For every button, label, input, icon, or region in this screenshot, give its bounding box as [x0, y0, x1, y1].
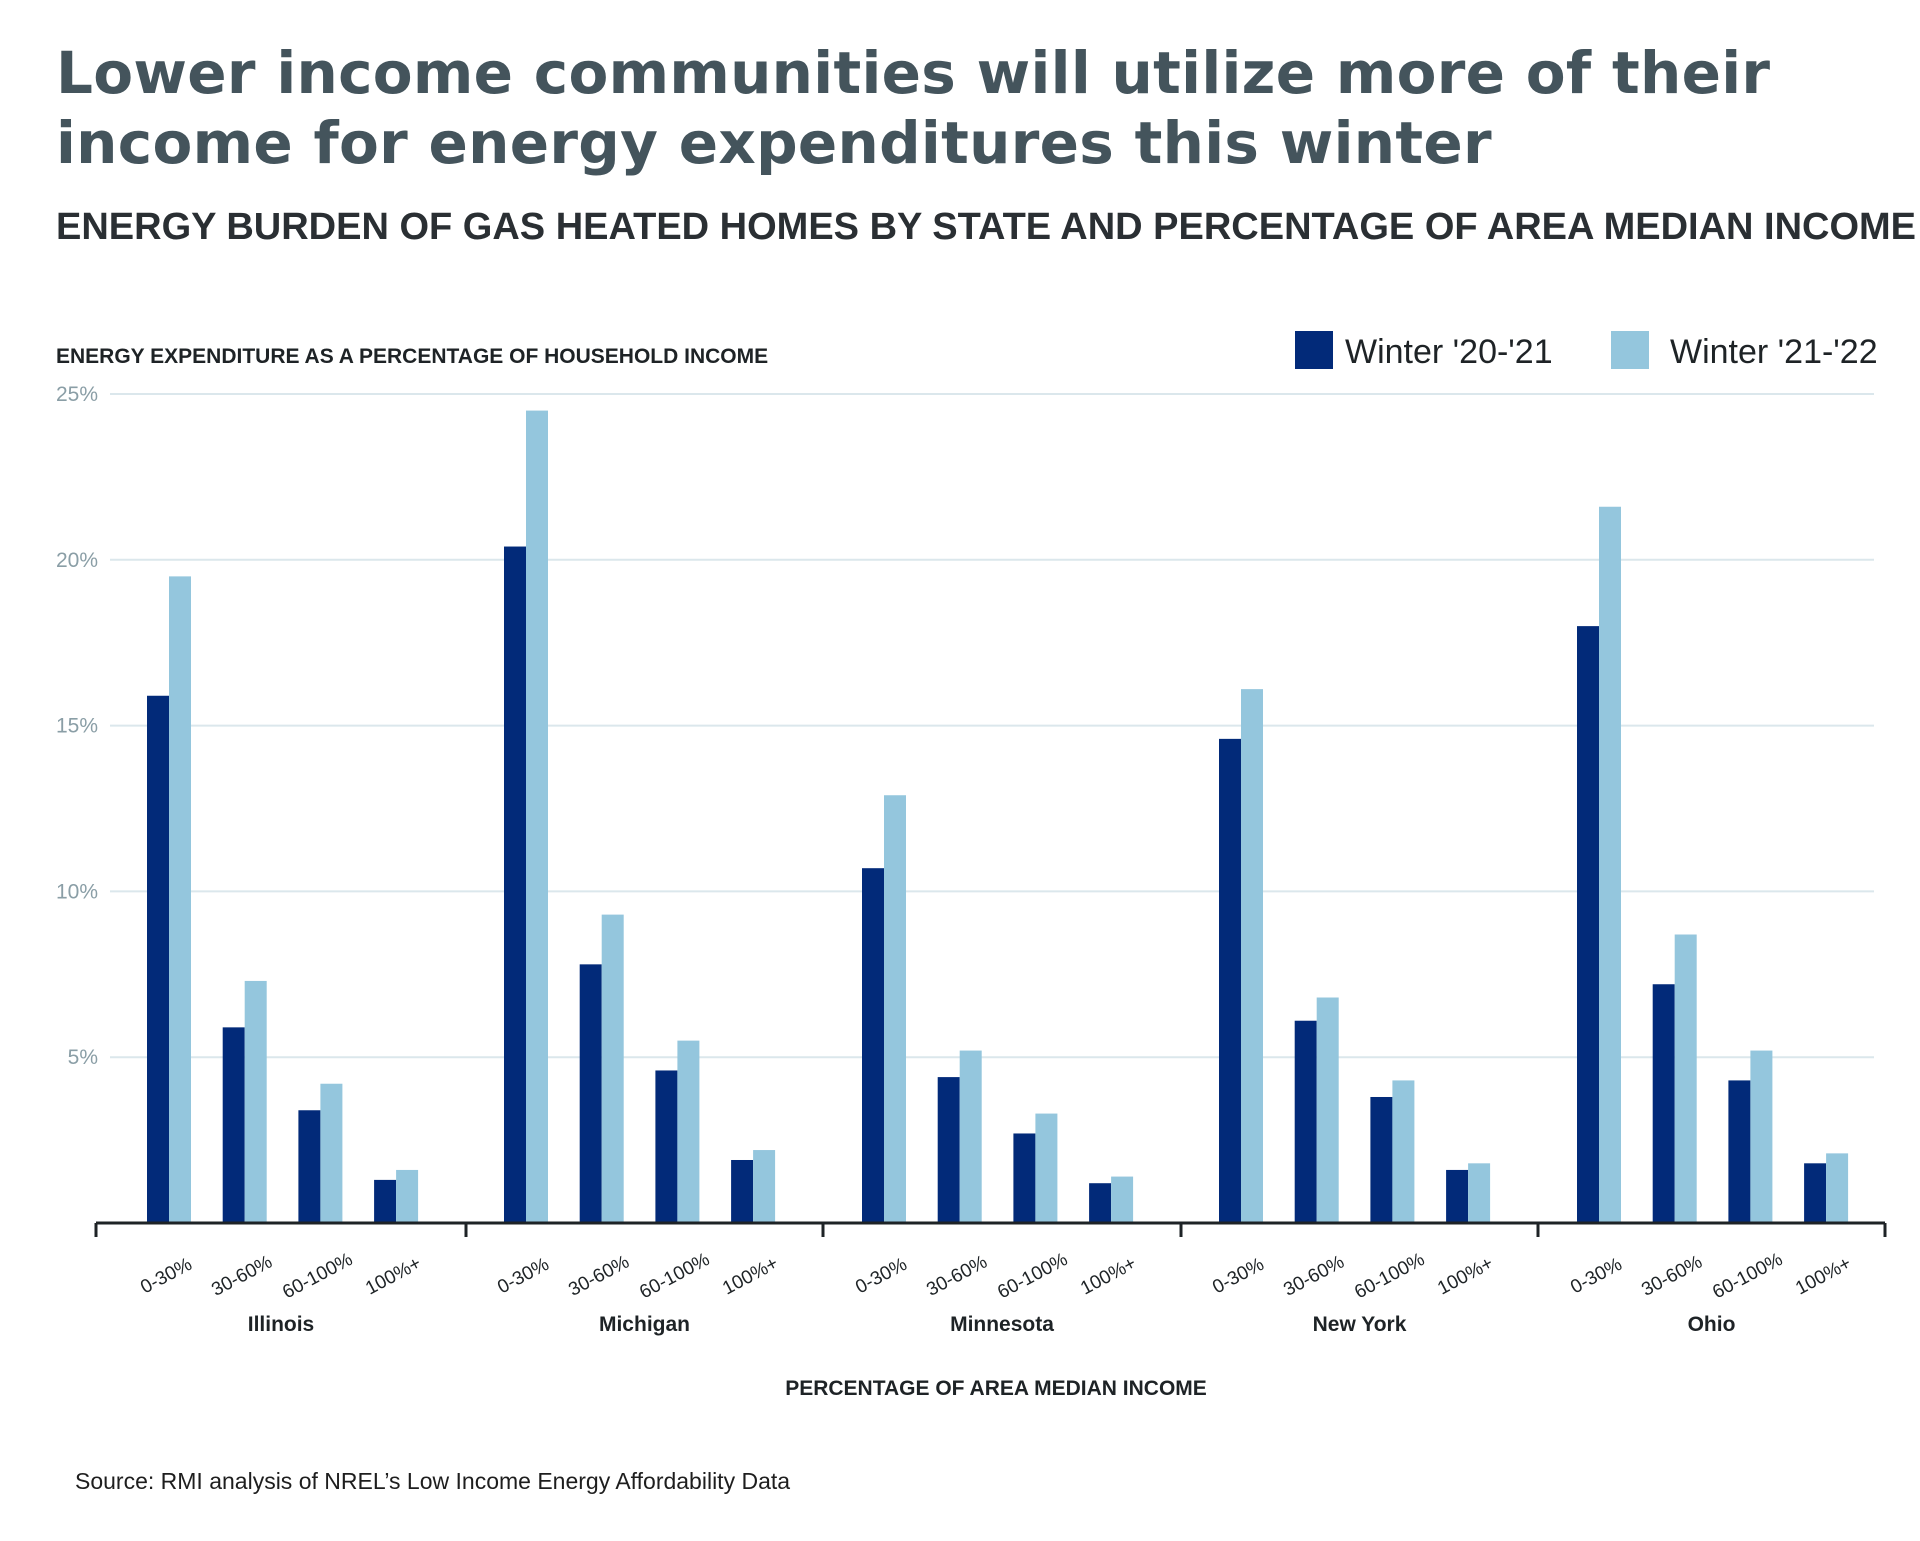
bar-illinois-100-winter-20-21: [374, 1179, 397, 1223]
bar-new-york-60-100-winter-21-22: [1392, 1080, 1415, 1223]
bar-ohio-60-100-winter-21-22: [1750, 1050, 1773, 1223]
bar-ohio-60-100-winter-20-21: [1728, 1080, 1751, 1223]
bar-minnesota-0-30-winter-20-21: [862, 868, 884, 1223]
bar-illinois-0-30-winter-20-21: [147, 695, 169, 1223]
group-label-illinois: Illinois: [248, 1313, 315, 1336]
group-label-new-york: New York: [1313, 1313, 1407, 1336]
bar-ohio-0-30-winter-20-21: [1577, 626, 1599, 1223]
x-tick-label-minnesota-0-30: 0-30%: [852, 1254, 910, 1298]
bar-ohio-30-60-winter-20-21: [1652, 984, 1675, 1223]
bar-michigan-60-100-winter-20-21: [655, 1070, 678, 1223]
group-label-ohio: Ohio: [1688, 1313, 1736, 1336]
bar-new-york-100-winter-20-21: [1446, 1169, 1469, 1223]
x-tick-label-illinois-30-60: 30-60%: [208, 1251, 276, 1300]
legend: Winter '20-'21 Winter '21-'22: [1295, 331, 1878, 371]
bar-michigan-60-100-winter-21-22: [677, 1040, 700, 1223]
bar-michigan-0-30-winter-21-22: [526, 410, 548, 1224]
bar-illinois-30-60-winter-20-21: [222, 1027, 245, 1223]
x-tick-label-new-york-100: 100%+: [1434, 1253, 1497, 1300]
x-tick-label-new-york-60-100: 60-100%: [1351, 1249, 1428, 1303]
bar-ohio-100-winter-21-22: [1826, 1153, 1849, 1223]
bar-new-york-30-60-winter-20-21: [1294, 1020, 1317, 1223]
y-tick-label-5: 5%: [68, 1046, 98, 1069]
bars: [147, 410, 1849, 1224]
x-tick-label-new-york-30-60: 30-60%: [1280, 1251, 1348, 1300]
x-tick-label-minnesota-60-100: 60-100%: [994, 1249, 1071, 1303]
group-label-minnesota: Minnesota: [950, 1313, 1054, 1336]
bar-michigan-0-30-winter-20-21: [504, 546, 526, 1223]
x-tick-label-minnesota-100: 100%+: [1077, 1253, 1140, 1300]
bar-minnesota-100-winter-20-21: [1089, 1183, 1112, 1223]
bar-new-york-0-30-winter-21-22: [1241, 689, 1263, 1223]
bar-michigan-100-winter-21-22: [753, 1150, 776, 1223]
chart-title: Lower income communities will utilize mo…: [56, 39, 1771, 177]
x-tick-label-michigan-0-30: 0-30%: [494, 1254, 552, 1298]
x-tick-label-illinois-100: 100%+: [362, 1253, 425, 1300]
bar-ohio-30-60-winter-21-22: [1674, 934, 1697, 1223]
y-tick-label-10: 10%: [56, 880, 98, 903]
bar-illinois-100-winter-21-22: [396, 1169, 419, 1223]
bar-minnesota-60-100-winter-20-21: [1013, 1133, 1036, 1223]
legend-label-winter-21-22: Winter '21-'22: [1670, 333, 1878, 371]
x-tick-label-ohio-100: 100%+: [1792, 1253, 1855, 1300]
x-tick-label-illinois-0-30: 0-30%: [137, 1254, 195, 1298]
bar-minnesota-30-60-winter-21-22: [959, 1050, 982, 1223]
y-axis-title: ENERGY EXPENDITURE AS A PERCENTAGE OF HO…: [56, 345, 768, 368]
bar-illinois-30-60-winter-21-22: [244, 980, 267, 1223]
bar-minnesota-100-winter-21-22: [1111, 1176, 1134, 1223]
y-axis-ticks: 5% 10% 15% 20% 25%: [56, 383, 98, 1069]
bar-new-york-30-60-winter-21-22: [1316, 997, 1339, 1223]
bar-illinois-60-100-winter-20-21: [298, 1110, 321, 1223]
bar-minnesota-0-30-winter-21-22: [884, 795, 906, 1223]
bar-michigan-100-winter-20-21: [731, 1159, 754, 1223]
bar-ohio-0-30-winter-21-22: [1599, 506, 1621, 1223]
bar-minnesota-30-60-winter-20-21: [937, 1077, 960, 1223]
legend-swatch-winter-21-22: [1611, 331, 1649, 369]
bar-new-york-0-30-winter-20-21: [1219, 738, 1241, 1223]
group-label-michigan: Michigan: [599, 1313, 690, 1336]
bar-ohio-100-winter-20-21: [1804, 1163, 1827, 1223]
x-tick-label-michigan-30-60: 30-60%: [565, 1251, 633, 1300]
x-tick-label-ohio-0-30: 0-30%: [1567, 1254, 1625, 1298]
x-tick-label-ohio-60-100: 60-100%: [1709, 1249, 1786, 1303]
source-note: Source: RMI analysis of NREL’s Low Incom…: [75, 1468, 791, 1494]
chart-subtitle: ENERGY BURDEN OF GAS HEATED HOMES BY STA…: [56, 206, 1917, 248]
bar-new-york-60-100-winter-20-21: [1370, 1096, 1393, 1223]
y-tick-label-20: 20%: [56, 549, 98, 572]
legend-swatch-winter-20-21: [1295, 331, 1333, 369]
y-tick-label-15: 15%: [56, 715, 98, 738]
legend-label-winter-20-21: Winter '20-'21: [1345, 333, 1553, 371]
bar-minnesota-60-100-winter-21-22: [1035, 1113, 1058, 1223]
bar-new-york-100-winter-21-22: [1468, 1163, 1491, 1223]
x-tick-label-michigan-60-100: 60-100%: [636, 1249, 713, 1303]
x-tick-label-minnesota-30-60: 30-60%: [923, 1251, 991, 1300]
x-tick-label-new-york-0-30: 0-30%: [1209, 1254, 1267, 1298]
x-tick-label-illinois-60-100: 60-100%: [279, 1249, 356, 1303]
bar-illinois-0-30-winter-21-22: [169, 576, 191, 1223]
x-axis-title: PERCENTAGE OF AREA MEDIAN INCOME: [785, 1377, 1207, 1400]
x-tick-label-michigan-100: 100%+: [719, 1253, 782, 1300]
x-tick-label-ohio-30-60: 30-60%: [1638, 1251, 1706, 1300]
bar-michigan-30-60-winter-21-22: [601, 914, 624, 1223]
y-tick-label-25: 25%: [56, 383, 98, 406]
bar-illinois-60-100-winter-21-22: [320, 1083, 343, 1223]
bar-michigan-30-60-winter-20-21: [579, 964, 602, 1223]
